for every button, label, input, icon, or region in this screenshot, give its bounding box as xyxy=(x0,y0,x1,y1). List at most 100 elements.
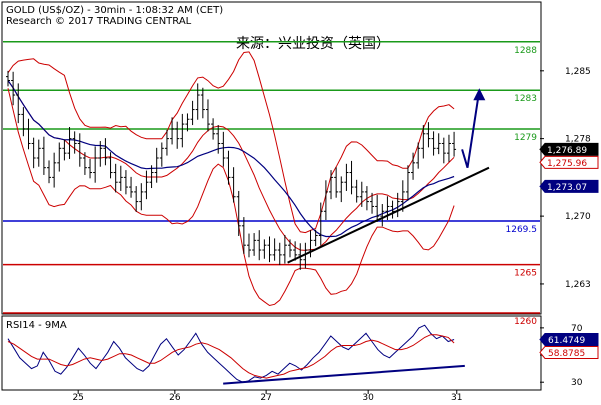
price-bar xyxy=(375,194,380,222)
price-bar xyxy=(313,229,318,247)
y-tick-label: 1,270 xyxy=(565,212,591,222)
price-bar xyxy=(329,170,334,200)
rsi-series-rsi14 xyxy=(7,324,455,383)
upper-bollinger-band xyxy=(7,51,455,234)
price-tags: 1,276.89 1,275.96 1,273.07 xyxy=(539,142,599,193)
x-tick-label: 31 xyxy=(451,393,462,403)
level-label-1269.5: 1269.5 xyxy=(506,225,538,235)
lower-bollinger-band xyxy=(7,88,455,307)
price-bar xyxy=(216,125,221,154)
price-bar xyxy=(221,131,226,167)
price-bar xyxy=(175,121,180,149)
price-bar xyxy=(231,167,236,203)
price-bar xyxy=(31,137,36,169)
price-bar xyxy=(164,129,169,156)
price-bar xyxy=(159,142,164,167)
price-bar xyxy=(334,167,339,198)
price-bar xyxy=(293,241,298,261)
source-note: 来源：兴业投资（英国） xyxy=(236,35,390,52)
price-bar xyxy=(134,186,139,212)
price-tag-label: 1,273.07 xyxy=(547,183,587,193)
price-bar xyxy=(185,113,190,132)
price-bar xyxy=(57,142,62,172)
price-bar xyxy=(113,163,118,193)
price-bar xyxy=(144,170,149,200)
price-bar xyxy=(436,133,441,155)
price-bar xyxy=(36,139,41,167)
price-bar xyxy=(236,190,241,236)
price-bar xyxy=(318,202,323,246)
price-bar xyxy=(272,238,277,261)
price-bar xyxy=(129,176,134,198)
projection-arrow-head xyxy=(473,88,486,101)
level-label-1288: 1288 xyxy=(514,46,537,56)
price-tag-box xyxy=(539,155,599,169)
price-bar xyxy=(118,165,123,191)
projection-arrow-line xyxy=(461,90,481,168)
price-bar xyxy=(452,131,457,157)
rsi-panel-frame xyxy=(1,315,542,391)
price-bar xyxy=(154,147,159,183)
price-bar xyxy=(246,233,251,258)
price-bar xyxy=(257,230,262,261)
rsi-y-tick-label: 30 xyxy=(571,378,583,388)
price-bar xyxy=(200,87,205,119)
level-label-1279: 1279 xyxy=(514,133,537,143)
price-tag-box xyxy=(539,142,599,156)
trendlines xyxy=(287,88,490,264)
price-bar xyxy=(359,181,364,207)
price-tag-label: 1,275.96 xyxy=(547,159,587,169)
support-trendline xyxy=(287,166,490,264)
price-tag: 1,275.96 xyxy=(539,155,599,169)
price-bar xyxy=(323,180,328,220)
price-bar xyxy=(416,142,421,169)
price-bar xyxy=(103,138,108,166)
price-bar xyxy=(98,141,103,167)
y-tick-label: 1,285 xyxy=(565,67,591,77)
indicator-lines xyxy=(7,51,455,307)
price-bar xyxy=(6,70,10,87)
price-tag: 1,273.07 xyxy=(539,179,599,193)
rsi-tag-box xyxy=(539,345,599,359)
price-tag-box xyxy=(539,179,599,193)
price-bar xyxy=(411,152,416,180)
price-bar xyxy=(354,179,359,203)
horizontal-levels: 1288 1283 1279 1269.5 1265 1260 xyxy=(3,41,540,327)
price-bar xyxy=(11,71,16,106)
price-bars xyxy=(6,70,457,270)
price-bar xyxy=(93,146,98,183)
price-bar xyxy=(72,131,77,154)
copyright-note: Research © 2017 TRADING CENTRAL xyxy=(6,16,192,27)
rsi-trendline xyxy=(223,364,465,385)
rsi-tag-label: 61.4749 xyxy=(548,336,585,346)
middle-bollinger-band xyxy=(7,80,455,251)
price-bar xyxy=(41,136,46,175)
price-bar xyxy=(195,83,200,120)
level-label-1260: 1260 xyxy=(514,317,537,327)
price-bar xyxy=(262,239,267,259)
x-tick-label: 30 xyxy=(362,393,374,403)
price-bar xyxy=(421,125,426,159)
rsi-series-9ma xyxy=(7,334,455,379)
rsi-tag: 58.8785 xyxy=(539,345,599,359)
level-label-1265: 1265 xyxy=(514,269,537,279)
level-label-1283: 1283 xyxy=(514,94,537,104)
rsi-title: RSI14 - 9MA xyxy=(6,320,67,331)
price-bar xyxy=(364,186,369,211)
price-bar xyxy=(16,83,21,124)
price-bar xyxy=(139,183,144,211)
price-bar xyxy=(441,137,446,164)
price-bar xyxy=(170,117,175,145)
price-bar xyxy=(426,122,431,148)
axes: 1,263 1,270 1,278 1,285 25 26 27 30 31 xyxy=(72,67,591,403)
x-tick-label: 26 xyxy=(169,393,181,403)
price-bar xyxy=(226,150,231,185)
price-bar xyxy=(180,113,185,148)
price-bar xyxy=(26,118,31,150)
price-bar xyxy=(267,236,272,263)
chart-title: GOLD (US$/OZ) - 30min - 1:08:32 AM (CET) xyxy=(6,5,223,16)
price-bar xyxy=(82,152,87,175)
price-bar xyxy=(211,118,216,140)
price-bar xyxy=(62,139,67,161)
